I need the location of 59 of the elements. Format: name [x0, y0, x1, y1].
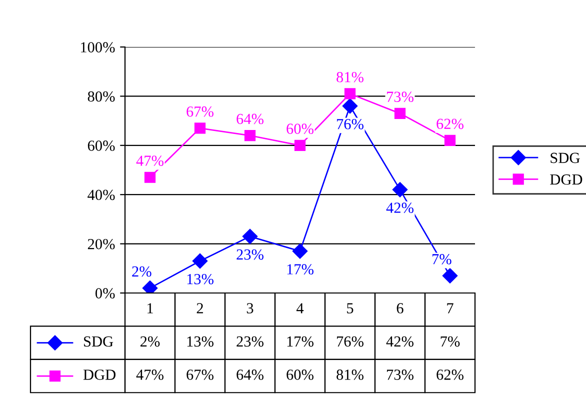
y-tick-label: 40%	[88, 190, 115, 200]
text: 62%	[436, 118, 464, 130]
y-tick-label: 0%	[95, 288, 115, 298]
text: SDG	[550, 152, 580, 164]
text: 13%	[187, 274, 214, 284]
x-tick-label: 3	[246, 303, 254, 314]
data-label: 64%	[236, 370, 264, 380]
data-label: 62%	[436, 370, 464, 380]
text: 67%	[186, 106, 214, 117]
data-label: 76%	[337, 336, 364, 347]
point	[444, 134, 456, 146]
y-tick-label: 80%	[88, 91, 115, 102]
y-tick-label: 100%	[80, 42, 115, 52]
y-tick-label: 20%	[88, 238, 115, 250]
point	[344, 88, 356, 100]
legend-label: DGD	[550, 174, 582, 185]
x-tick-label: 7	[447, 303, 454, 314]
text: DGD	[83, 370, 116, 380]
text: 76%	[337, 119, 364, 130]
point	[244, 130, 256, 142]
data-label: 17%	[287, 336, 314, 347]
text: 47%	[136, 156, 164, 166]
legend-label: SDG	[84, 336, 114, 347]
point	[392, 182, 408, 198]
data-label: 2%	[140, 336, 160, 347]
x-tick-label: 6	[396, 303, 404, 314]
data-label: 7%	[440, 336, 460, 347]
point	[142, 280, 158, 293]
y-tick-label: 60%	[88, 140, 115, 151]
point	[342, 98, 358, 114]
point	[192, 253, 208, 269]
data-label: 42%	[386, 336, 414, 347]
x-tick-label: 1	[148, 303, 153, 314]
x-tick-label: 2	[196, 303, 203, 314]
text: 64%	[236, 114, 264, 124]
point	[394, 108, 406, 119]
data-label: 73%	[387, 370, 414, 380]
data-label: 67%	[186, 370, 214, 380]
text: 2%	[132, 266, 152, 277]
data-label: 23%	[236, 336, 264, 347]
point	[292, 244, 308, 259]
point	[144, 172, 156, 183]
text: 23%	[236, 249, 264, 260]
text: 7%	[432, 254, 452, 264]
text: 73%	[387, 92, 414, 102]
data-label: 60%	[286, 370, 314, 380]
text: 81%	[336, 72, 364, 82]
data-label: 13%	[187, 336, 214, 347]
point	[242, 228, 258, 244]
point	[294, 140, 306, 151]
data-label: 81%	[336, 370, 364, 380]
x-tick-label: 4	[296, 303, 304, 314]
point	[194, 122, 206, 134]
text: 60%	[286, 124, 314, 134]
text: 42%	[386, 202, 414, 213]
x-tick-label: 5	[347, 303, 354, 314]
text: 17%	[287, 264, 314, 274]
point	[442, 268, 458, 284]
data-label: 47%	[136, 370, 164, 380]
